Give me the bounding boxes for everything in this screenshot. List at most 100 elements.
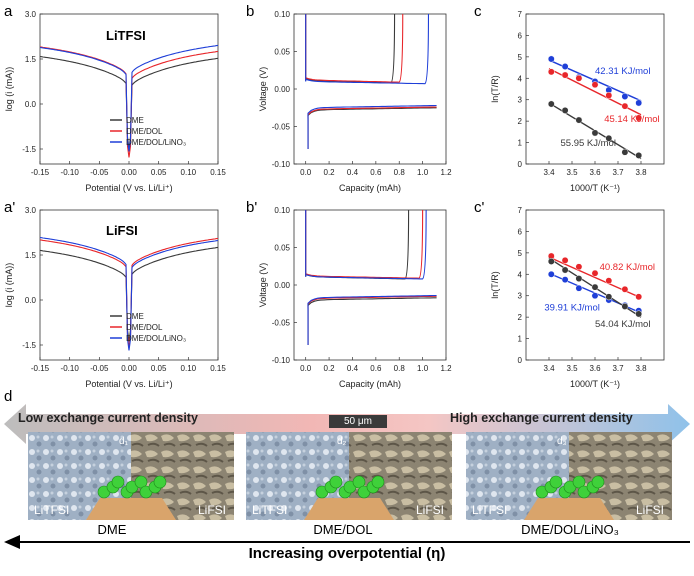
x-tick-label: -0.15 (31, 168, 50, 177)
y-axis-label: log (i (mA)) (4, 67, 14, 112)
charge-curve (305, 14, 430, 85)
x-tick-label: 0.0 (300, 168, 312, 177)
activation-energy-label: 45.14 KJ/mol (604, 114, 659, 125)
x-tick-label: 3.6 (589, 168, 601, 177)
x-tick-label: 3.8 (635, 168, 647, 177)
substrate (524, 498, 614, 520)
x-tick-label: 0.8 (394, 168, 406, 177)
panel-title-litfsi: LiTFSI (106, 28, 146, 43)
overpotential-arrow-head (4, 535, 20, 549)
panel-letter-c: c (474, 3, 482, 20)
x-tick-label: 0.4 (347, 168, 359, 177)
activation-energy-label: 40.82 KJ/mol (600, 262, 655, 273)
data-point (605, 293, 613, 301)
chart-a: -0.15 -0.10 -0.05 0.00 0.05 0.10 0.15 -1.5 0.0 1.… (4, 10, 226, 193)
x-tick-label: -0.05 (90, 168, 109, 177)
legend-entry: DME/DOL (126, 127, 163, 136)
charge-curve (305, 210, 427, 280)
data-point (605, 134, 613, 142)
y-tick-label: -0.05 (272, 123, 291, 132)
x-tick-label: 1.0 (417, 168, 429, 177)
plot-area (547, 252, 643, 318)
panel-letter-a2: a' (4, 199, 16, 216)
y-tick-label: 0 (518, 160, 523, 169)
tafel-curve (40, 46, 218, 158)
data-point (621, 302, 629, 310)
x-tick-label: -0.10 (61, 364, 80, 373)
y-tick-label: 1.5 (25, 251, 37, 260)
discharge-curve (307, 104, 437, 149)
tafel-curve (40, 246, 218, 342)
discharge-curve (307, 106, 437, 149)
data-point (561, 266, 569, 274)
plot-frame (293, 209, 447, 361)
y-tick-label: 2 (518, 313, 523, 322)
x-tick-label: -0.05 (90, 364, 109, 373)
x-axis-label: Potential (V vs. Li/Li⁺) (85, 379, 172, 389)
x-tick-label: 0.05 (151, 168, 167, 177)
data-point (547, 100, 555, 108)
plot-area (40, 236, 218, 351)
panel-letter-b: b (246, 3, 255, 20)
sem-image-2: d₂ LiTFSI LiFSI (246, 432, 452, 520)
sem-label-litfsi: LiTFSI (472, 503, 507, 517)
y-tick-label: 0.05 (274, 48, 290, 57)
x-axis-label: 1000/T (K⁻¹) (570, 379, 620, 389)
sem-image-3: d₃ LiTFSI LiFSI (466, 432, 672, 520)
y-axis-label: ln(T/R) (490, 271, 500, 299)
y-axis-label: Voltage (V) (258, 263, 268, 308)
x-tick-label: 1.0 (417, 364, 429, 373)
y-tick-label: 6 (518, 31, 523, 40)
data-point (635, 310, 643, 318)
tafel-curve (40, 44, 218, 152)
x-tick-label: 0.15 (210, 168, 226, 177)
lithium-deposit (329, 475, 343, 489)
activation-energy-label: 42.31 KJ/mol (595, 66, 650, 77)
sem-image-1: d₁ LiTFSI LiFSI (28, 432, 234, 520)
x-tick-label: 0.6 (370, 364, 382, 373)
y-tick-label: 0.00 (274, 281, 290, 290)
y-tick-label: 1.5 (25, 55, 37, 64)
y-tick-label: 0.0 (25, 100, 37, 109)
y-tick-label: 3.0 (25, 10, 37, 19)
sem-mark: d₁ (119, 436, 129, 447)
data-point (591, 129, 599, 137)
chart-b2: 0.0 0.2 0.4 0.6 0.8 1.0 1.2 -0.10 -0.05 0.00 0.05 0… (258, 206, 452, 389)
charge-curve (305, 210, 424, 279)
substrate (304, 498, 394, 520)
x-tick-label: 0.8 (394, 364, 406, 373)
plot-frame (293, 13, 447, 165)
data-point (621, 148, 629, 156)
data-point (635, 293, 643, 301)
x-tick-label: 0.10 (181, 364, 197, 373)
data-point (547, 68, 555, 76)
caption-dme: DME (97, 522, 127, 537)
data-point (575, 74, 583, 82)
y-tick-label: 0 (518, 356, 523, 365)
caption-dme-dol: DME/DOL (313, 522, 373, 537)
data-point (561, 71, 569, 79)
y-tick-label: 1 (518, 139, 523, 148)
x-tick-label: 0.00 (121, 364, 137, 373)
data-point (635, 99, 643, 107)
charge-curve (305, 14, 396, 84)
y-tick-label: -1.5 (22, 341, 36, 350)
x-tick-label: 0.05 (151, 364, 167, 373)
x-tick-label: 0.6 (370, 168, 382, 177)
activation-energy-label: 55.95 KJ/mol (561, 138, 616, 149)
x-tick-label: 1.2 (440, 168, 452, 177)
y-tick-label: -0.10 (272, 356, 291, 365)
legend-entry: DME/DOL (126, 323, 163, 332)
lithium-deposit (591, 475, 605, 489)
low-exchange-label: Low exchange current density (18, 411, 198, 425)
y-tick-label: 1 (518, 335, 523, 344)
x-axis-label: Capacity (mAh) (339, 183, 401, 193)
data-point (591, 292, 599, 300)
y-tick-label: -1.5 (22, 145, 36, 154)
y-tick-label: 3 (518, 96, 523, 105)
lithium-deposit (549, 475, 563, 489)
data-point (561, 276, 569, 284)
data-point (635, 114, 643, 122)
x-tick-label: 3.6 (589, 364, 601, 373)
